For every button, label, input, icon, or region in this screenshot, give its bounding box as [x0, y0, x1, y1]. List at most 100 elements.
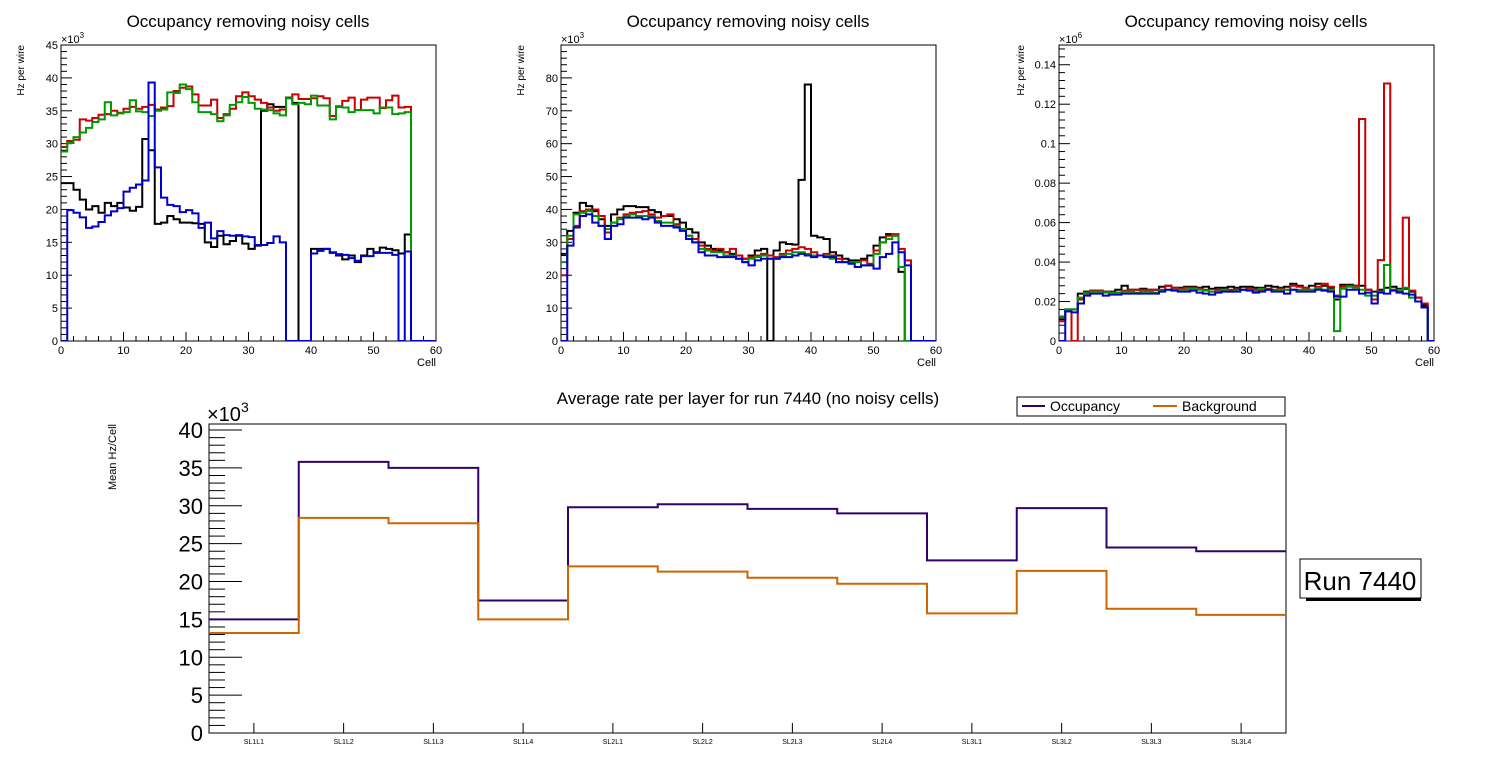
legend-label-background: Background: [1182, 398, 1257, 414]
series-layer-2: [561, 208, 936, 341]
x-tick-label: 30: [742, 345, 754, 357]
chart-title: Average rate per layer for run 7440 (no …: [557, 389, 939, 408]
x-tick-label: 40: [305, 345, 317, 357]
chart-title: Occupancy removing noisy cells: [1125, 12, 1368, 31]
y-tick-label: 25: [179, 532, 203, 557]
legend-label-occupancy: Occupancy: [1050, 398, 1120, 414]
series-layer-3: [61, 83, 436, 341]
panel-occupancy-2: Occupancy removing noisy cells Hz per wi…: [516, 12, 942, 369]
y-tick-label: 70: [546, 106, 558, 118]
y-exponent-base: ×10: [1059, 34, 1078, 46]
x-tick-label: 50: [867, 345, 879, 357]
x-tick-label: 30: [1240, 345, 1252, 357]
x-tick-label: 40: [805, 345, 817, 357]
panel-occupancy-3: Occupancy removing noisy cells Hz per wi…: [1016, 12, 1440, 369]
y-tick-label: 20: [179, 570, 203, 595]
y-tick-label: 80: [546, 73, 558, 85]
y-tick-label: 0.14: [1035, 60, 1056, 72]
y-tick-label: 0.06: [1035, 218, 1056, 230]
y-tick-label: 30: [546, 237, 558, 249]
x-tick-label: 10: [1115, 345, 1127, 357]
y-tick-label: 10: [179, 645, 203, 670]
panel-average-rate: Average rate per layer for run 7440 (no …: [107, 389, 1422, 746]
y-axis-label: Hz per wire: [16, 45, 27, 96]
y-exponent-power: 6: [1078, 31, 1083, 40]
x-axis-label: Cell: [417, 357, 436, 369]
x-tick-label: SL2L2: [693, 739, 713, 746]
y-tick-label: 5: [52, 303, 58, 315]
y-tick-label: 40: [546, 204, 558, 216]
y-exponent-label: ×106: [1059, 31, 1083, 46]
y-tick-label: 30: [46, 139, 58, 151]
plot-frame: [60, 44, 437, 342]
x-tick-label: SL1L2: [334, 739, 354, 746]
y-tick-label: 60: [546, 139, 558, 151]
annotation-frame: [1299, 558, 1422, 599]
x-tick-label: 50: [1365, 345, 1377, 357]
y-tick-label: 10: [546, 303, 558, 315]
y-tick-label: 35: [179, 456, 203, 481]
x-tick-label: 20: [680, 345, 692, 357]
series-layer-2: [61, 85, 436, 341]
run-annotation-box: Run 7440: [1299, 558, 1422, 601]
series-layer-4: [61, 81, 436, 341]
y-tick-label: 15: [179, 607, 203, 632]
series-layer-1: [61, 96, 436, 341]
y-tick-label: 0: [552, 336, 558, 348]
y-tick-label: 25: [46, 172, 58, 184]
x-tick-label: 10: [617, 345, 629, 357]
y-tick-label: 20: [546, 270, 558, 282]
series-background: [209, 516, 1286, 635]
y-tick-label: 30: [179, 494, 203, 519]
y-tick-label: 40: [46, 73, 58, 85]
y-tick-label: 5: [191, 683, 203, 708]
x-tick-label: SL3L2: [1052, 739, 1072, 746]
x-tick-label: 50: [367, 345, 379, 357]
x-tick-label: 0: [558, 345, 564, 357]
y-tick-label: 20: [46, 204, 58, 216]
y-tick-label: 45: [46, 40, 58, 52]
x-tick-label: SL3L1: [962, 739, 982, 746]
y-tick-label: 0: [191, 721, 203, 746]
y-exponent-label: ×103: [561, 31, 585, 46]
y-tick-label: 50: [546, 172, 558, 184]
x-axis-label: Cell: [917, 357, 936, 369]
y-tick-label: 0.04: [1035, 257, 1056, 269]
x-tick-label: 30: [242, 345, 254, 357]
y-axis-label: Hz per wire: [516, 45, 527, 96]
x-tick-label: 60: [1428, 345, 1440, 357]
series-occupancy: [209, 460, 1286, 621]
x-tick-label: 10: [117, 345, 129, 357]
y-tick-label: 10: [46, 270, 58, 282]
plot-frame: [208, 423, 1287, 734]
x-axis-label: Cell: [1415, 357, 1434, 369]
series-layer-4: [1059, 288, 1434, 341]
x-tick-label: 20: [180, 345, 192, 357]
x-tick-label: 60: [430, 345, 442, 357]
x-tick-label: SL2L4: [872, 739, 892, 746]
x-tick-label: SL3L4: [1231, 739, 1251, 746]
y-exponent-label: ×103: [61, 31, 85, 46]
y-exponent-base: ×10: [207, 404, 241, 426]
legend: Occupancy Background: [1016, 396, 1286, 417]
panel-occupancy-1: Occupancy removing noisy cells Hz per wi…: [16, 12, 442, 369]
y-exponent-base: ×10: [61, 34, 80, 46]
plot-frame: [560, 44, 937, 342]
x-tick-label: SL2L1: [603, 739, 623, 746]
y-tick-label: 35: [46, 106, 58, 118]
x-tick-label: SL1L3: [423, 739, 443, 746]
x-tick-label: SL2L3: [782, 739, 802, 746]
chart-title: Occupancy removing noisy cells: [627, 12, 870, 31]
y-exponent-power: 3: [241, 399, 249, 415]
y-axis-label: Mean Hz/Cell: [107, 424, 119, 490]
y-tick-label: 40: [179, 418, 203, 443]
y-tick-label: 0.02: [1035, 297, 1056, 309]
series-layer-1: [561, 83, 936, 341]
x-tick-label: 60: [930, 345, 942, 357]
y-exponent-power: 3: [580, 31, 585, 40]
x-tick-label: 0: [1056, 345, 1062, 357]
x-tick-label: 20: [1178, 345, 1190, 357]
annotation-text: Run 7440: [1304, 566, 1417, 596]
series-layer-3: [561, 210, 936, 341]
